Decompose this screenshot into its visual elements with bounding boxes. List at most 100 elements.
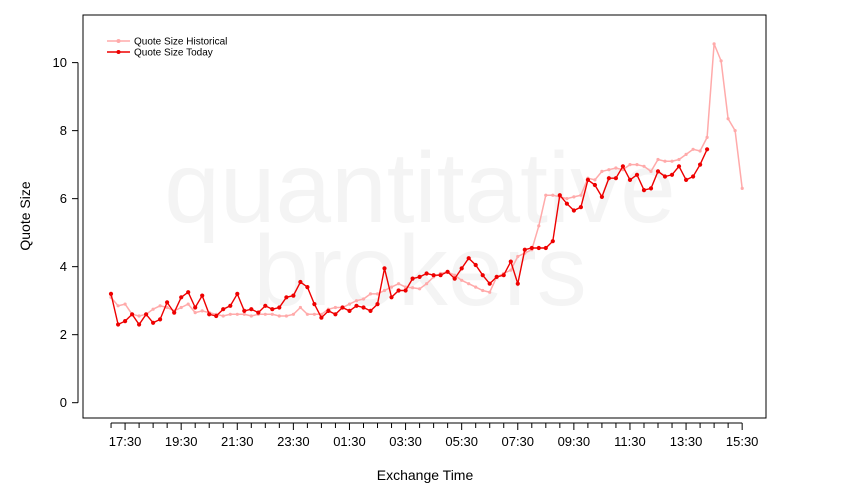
series-1-point-36 — [361, 305, 366, 310]
y-axis: 0 2 4 6 8 10 — [53, 55, 79, 410]
series-0-point-28 — [305, 312, 309, 316]
series-0-point-70 — [600, 169, 604, 173]
series-0-point-77 — [649, 169, 653, 173]
series-1-point-23 — [270, 307, 275, 312]
series-1-point-19 — [242, 308, 247, 313]
series-0-point-35 — [354, 299, 359, 303]
series-1-point-55 — [494, 274, 499, 279]
series-0-point-13 — [200, 309, 204, 313]
series-1-point-20 — [249, 307, 254, 312]
series-1-point-58 — [515, 281, 520, 286]
series-1-point-63 — [550, 239, 555, 244]
series-1-point-85 — [705, 147, 710, 152]
series-1-point-72 — [613, 176, 619, 181]
watermark-line-2: brokers — [253, 215, 586, 327]
series-0-point-78 — [656, 157, 660, 162]
legend-label-1: Quote Size Today — [134, 48, 213, 59]
series-0-point-51 — [467, 282, 471, 286]
x-axis: 17:30 19:30 21:30 23:30 01:30 03:30 05:30 07:30… — [109, 422, 758, 449]
series-1-point-67 — [578, 205, 584, 210]
series-1-point-81 — [676, 164, 682, 169]
series-1-point-43 — [410, 276, 415, 281]
series-1-point-57 — [508, 259, 513, 264]
series-0-point-66 — [572, 195, 576, 199]
series-0-point-36 — [361, 297, 366, 301]
series-1-point-71 — [606, 176, 612, 181]
series-0-point-11 — [186, 302, 190, 306]
series-0-point-69 — [593, 178, 597, 182]
series-1-point-16 — [221, 307, 226, 312]
y-tick-label-2: 4 — [60, 259, 67, 274]
series-layer — [108, 42, 744, 327]
x-tick-label-10: 13:30 — [670, 434, 703, 449]
series-0-point-75 — [635, 163, 639, 167]
series-0-point-72 — [614, 166, 618, 170]
series-0-point-88 — [726, 117, 730, 121]
series-1-point-44 — [417, 274, 422, 279]
series-1-point-30 — [319, 315, 324, 320]
series-1-point-3 — [130, 312, 135, 317]
series-1-point-4 — [137, 322, 142, 327]
series-1 — [108, 147, 710, 327]
series-1-point-60 — [529, 245, 534, 251]
x-tick-label-6: 05:30 — [445, 434, 478, 449]
series-0-point-80 — [670, 159, 674, 163]
series-1-point-75 — [634, 172, 640, 177]
series-1-point-68 — [585, 177, 591, 182]
series-0-point-7 — [158, 304, 162, 308]
series-1-point-54 — [487, 281, 492, 286]
series-0-point-4 — [137, 314, 141, 318]
series-1-point-49 — [452, 276, 457, 281]
series-0-point-52 — [474, 285, 478, 289]
series-0-point-87 — [719, 59, 723, 63]
series-1-point-65 — [564, 201, 570, 206]
series-1-point-47 — [438, 273, 443, 278]
series-0-point-85 — [705, 135, 709, 139]
series-0-point-86 — [712, 42, 716, 46]
series-1-point-22 — [263, 303, 268, 308]
series-1-point-13 — [200, 293, 205, 298]
watermark: quantitative brokers — [164, 132, 675, 327]
series-1-point-24 — [277, 305, 282, 310]
series-1-point-42 — [403, 288, 408, 293]
series-0-point-37 — [368, 292, 373, 296]
series-0-point-29 — [312, 312, 316, 316]
x-tick-label-7: 07:30 — [501, 434, 534, 449]
series-1-point-64 — [557, 193, 562, 198]
y-tick-label-4: 8 — [60, 123, 67, 138]
y-tick-label-1: 2 — [60, 327, 67, 342]
series-1-point-18 — [235, 291, 240, 296]
legend-marker-0 — [116, 39, 121, 43]
series-1-point-5 — [144, 312, 149, 317]
series-1-point-25 — [284, 295, 289, 300]
series-1-point-46 — [431, 273, 436, 278]
series-0-point-6 — [151, 307, 155, 311]
series-0-point-12 — [193, 311, 197, 315]
series-0-point-2 — [123, 302, 127, 306]
series-1-point-21 — [256, 310, 261, 315]
series-0-point-1 — [116, 304, 120, 308]
series-0-point-38 — [375, 292, 380, 296]
series-1-point-6 — [151, 320, 156, 325]
series-1-point-83 — [691, 174, 696, 179]
series-1-point-56 — [501, 273, 506, 278]
series-1-point-1 — [116, 322, 121, 327]
series-1-point-37 — [368, 308, 373, 313]
series-1-point-14 — [207, 312, 212, 317]
series-1-point-17 — [228, 303, 233, 308]
series-0-point-34 — [347, 302, 352, 306]
series-0-point-45 — [425, 282, 429, 286]
series-1-point-73 — [620, 164, 626, 169]
series-0-point-57 — [509, 268, 513, 272]
series-1-point-10 — [179, 295, 184, 300]
series-0-point-53 — [481, 288, 485, 293]
series-0-point-65 — [565, 197, 569, 201]
series-1-point-0 — [108, 291, 114, 296]
series-0-point-44 — [418, 287, 422, 291]
series-1-point-8 — [165, 300, 170, 305]
series-1-point-26 — [291, 293, 296, 298]
series-1-point-34 — [347, 308, 352, 313]
series-0-point-26 — [291, 312, 295, 316]
series-1-point-50 — [459, 266, 464, 271]
